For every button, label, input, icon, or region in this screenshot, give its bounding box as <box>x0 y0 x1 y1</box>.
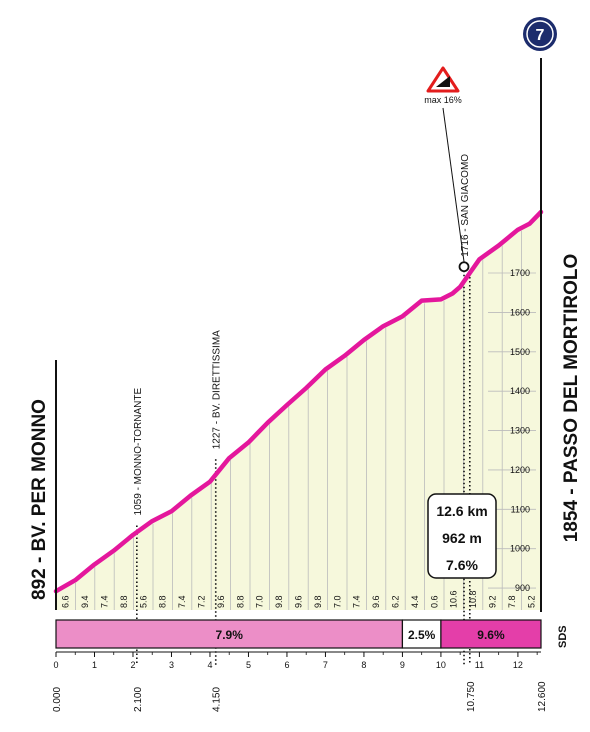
section-block <box>440 619 542 649</box>
segment-gradient-label: 9.8 <box>274 595 284 608</box>
km-mark-label: 4.150 <box>212 687 223 712</box>
finish-badge-number: 7 <box>536 27 545 44</box>
segment-gradient-label: 7.8 <box>507 595 517 608</box>
section-label: 9.6% <box>477 628 505 642</box>
max-gradient-leader <box>442 107 465 262</box>
segment-gradient-label: 7.0 <box>332 595 342 608</box>
max-gradient-label: max 16% <box>424 95 462 105</box>
km-tick-label: 9 <box>400 660 405 670</box>
km-tick-label: 7 <box>323 660 328 670</box>
altitude-tick-label: 1600 <box>510 307 530 317</box>
segment-gradient-label: 9.6 <box>371 595 381 608</box>
km-tick-label: 10 <box>436 660 446 670</box>
altitude-tick-label: 1500 <box>510 347 530 357</box>
km-tick-label: 11 <box>475 660 484 670</box>
summary-box <box>427 493 497 579</box>
section-block <box>55 619 404 649</box>
altitude-tick-label: 1100 <box>511 504 530 514</box>
section-label: 7.9% <box>216 628 244 642</box>
segment-gradient-label: 8.8 <box>119 595 129 608</box>
km-mark-label: 0.000 <box>52 687 63 712</box>
altitude-tick-label: 1000 <box>510 544 530 554</box>
km-tick-label: 3 <box>169 660 174 670</box>
km-tick-label: 8 <box>361 660 366 670</box>
segment-gradient-label: 6.6 <box>61 595 71 608</box>
km-tick-label: 2 <box>130 660 135 670</box>
segment-gradient-label: 0.6 <box>429 595 439 608</box>
km-tick-label: 0 <box>53 660 58 670</box>
segment-gradient-label: 10.8 <box>468 590 478 608</box>
altitude-tick-label: 1200 <box>510 465 530 475</box>
segment-gradient-label: 5.6 <box>138 595 148 608</box>
finish-name: 1854 - PASSO DEL MORTIROLO <box>561 254 582 543</box>
segment-gradient-label: 9.8 <box>313 595 323 608</box>
summary-average: 7.6% <box>446 557 478 573</box>
profile-line <box>53 209 544 594</box>
waypoint-label: 1059 - MONNO-TORNANTE <box>133 388 144 516</box>
start-name: 892 - BV. PER MONNO <box>29 399 50 600</box>
segment-gradient-label: 7.4 <box>177 595 187 608</box>
km-tick-label: 12 <box>513 660 523 670</box>
segment-gradient-label: 8.8 <box>235 595 245 608</box>
altitude-tick-label: 1700 <box>510 268 530 278</box>
section-gradient-bar: 7.9% 2.5% 9.6% <box>55 619 542 649</box>
sds-label: SDS <box>557 625 569 648</box>
km-mark-label: 2.100 <box>133 687 144 712</box>
segment-gradient-label: 7.0 <box>255 595 265 608</box>
km-tick-label: 6 <box>284 660 289 670</box>
segment-gradient-label: 6.2 <box>391 595 401 608</box>
segment-gradient-label: 10.6 <box>449 590 459 608</box>
finish-climb-badge-icon: 7 <box>523 17 557 51</box>
segment-gradient-label: 7.2 <box>197 595 207 608</box>
segment-gradient-label: 9.2 <box>488 595 498 608</box>
segment-gradient-label: 7.4 <box>352 595 362 608</box>
segment-gradient-label: 8.8 <box>158 595 168 608</box>
summary-length: 12.6 km <box>436 503 487 519</box>
waypoint-label: 1716 - SAN GIACOMO <box>460 154 471 257</box>
km-mark-label: 12.600 <box>537 681 548 712</box>
waypoint-labels: 1059 - MONNO-TORNANTE 1227 - BV. DIRETTIS… <box>133 154 471 516</box>
waypoint-label: 1227 - BV. DIRETTISSIMA <box>212 330 223 449</box>
km-marks: 0.000 2.100 4.150 10.750 12.600 <box>52 681 548 712</box>
profile-area <box>56 212 541 610</box>
segment-gradient-labels: 6.6 9.4 7.4 8.8 5.6 8.8 7.4 7.2 9.6 8.8 7.0 9.8 9.6 9… <box>61 590 537 608</box>
km-tick-label: 1 <box>92 660 97 670</box>
section-block <box>401 619 442 649</box>
altitude-tick-label: 900 <box>515 583 530 593</box>
waypoint-marker <box>458 261 470 273</box>
segment-gradient-label: 5.2 <box>526 595 536 608</box>
km-mark-label: 10.750 <box>466 681 477 712</box>
max-gradient-sign-icon <box>426 66 460 93</box>
altitude-tick-label: 1400 <box>510 386 530 396</box>
segment-gradient-label: 7.4 <box>100 595 110 608</box>
segment-gradient-label: 9.6 <box>216 595 226 608</box>
km-tick-label: 4 <box>207 660 212 670</box>
section-label: 2.5% <box>408 628 436 642</box>
km-axis-ticks: 0 1 2 3 4 5 6 7 8 9 10 11 12 <box>53 652 538 670</box>
segment-gradient-label: 4.4 <box>410 595 420 608</box>
segment-gradient-label: 9.4 <box>80 595 90 608</box>
segment-gradient-label: 9.6 <box>294 595 304 608</box>
km-tick-label: 5 <box>246 660 251 670</box>
summary-gain: 962 m <box>442 530 482 546</box>
altitude-tick-label: 1300 <box>510 426 530 436</box>
